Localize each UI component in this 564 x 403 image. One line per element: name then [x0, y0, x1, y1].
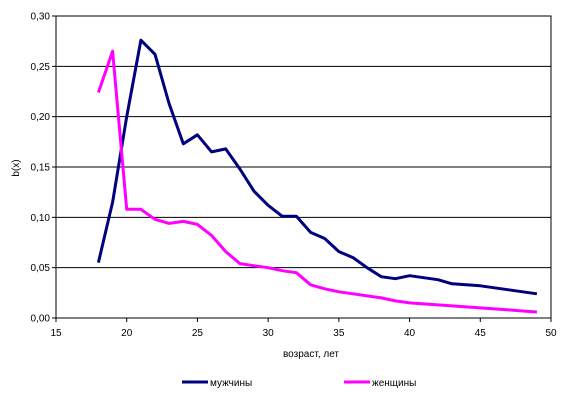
y-tick-labels: 0,00 0,05 0,10 0,15 0,20 0,25 0,30: [31, 12, 51, 325]
y-tick-label-4: 0,20: [31, 112, 51, 123]
y-tick-label-2: 0,10: [31, 213, 51, 224]
x-tick-label-1: 20: [121, 328, 133, 339]
y-tick-label-6: 0,30: [31, 12, 51, 23]
y-tick-label-0: 0,00: [31, 314, 51, 325]
y-tick-label-5: 0,25: [31, 62, 51, 73]
axes: [52, 15, 552, 322]
y-axis-label: b(x): [11, 159, 22, 176]
y-tick-label-1: 0,05: [31, 263, 51, 274]
x-tick-label-7: 50: [545, 328, 557, 339]
series-lines: [96, 38, 538, 314]
legend-label-women: женщины: [372, 378, 416, 389]
plot-area-border: [55, 15, 552, 319]
y-tick-label-3: 0,15: [31, 163, 51, 174]
series-line-women: [96, 49, 538, 314]
x-tick-label-3: 30: [263, 328, 275, 339]
x-axis-label: возраст, лет: [283, 349, 339, 360]
legend: мужчины женщины: [182, 378, 416, 389]
series-line-men: [96, 38, 538, 296]
x-tick-label-0: 15: [50, 328, 62, 339]
legend-label-men: мужчины: [210, 378, 252, 389]
x-tick-labels: 15 20 25 30 35 40 45 50: [50, 328, 557, 339]
x-tick-label-6: 45: [475, 328, 487, 339]
x-tick-label-5: 40: [404, 328, 416, 339]
x-tick-label-4: 35: [333, 328, 345, 339]
x-tick-label-2: 25: [192, 328, 204, 339]
